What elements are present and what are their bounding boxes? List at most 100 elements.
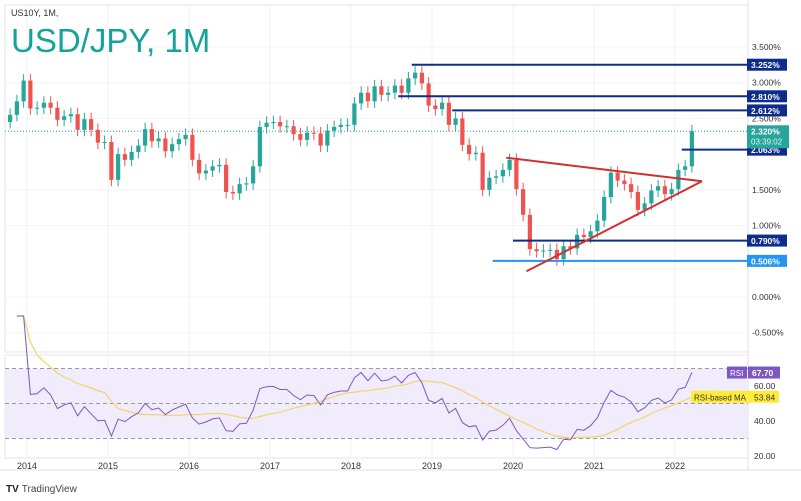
candle-body	[149, 129, 154, 142]
candle-body	[548, 249, 553, 251]
candle-body	[365, 92, 370, 102]
candle-body	[440, 102, 445, 110]
candle-body	[602, 196, 607, 221]
candle-body	[467, 144, 472, 155]
brand-text: TradingView	[21, 484, 77, 495]
price-tick-label: 0.000%	[752, 292, 781, 302]
candle-body	[48, 102, 53, 108]
candle-body	[500, 169, 505, 177]
candle-body	[224, 164, 229, 192]
time-tick-label: 2019	[422, 461, 442, 471]
candle-body	[203, 170, 208, 174]
candle-body	[163, 138, 168, 152]
candle-body	[521, 189, 526, 215]
candle-body	[230, 191, 235, 194]
candle-body	[75, 114, 80, 130]
candle-body	[28, 80, 33, 109]
candle-body	[642, 203, 647, 210]
candle-body	[669, 189, 674, 195]
candle-body	[386, 92, 391, 95]
candle-body	[143, 129, 148, 146]
level-price-label: 2.063%	[751, 145, 780, 155]
candle-body	[656, 186, 661, 191]
candle-body	[629, 184, 634, 192]
candle-body	[311, 132, 316, 134]
candle-body	[14, 101, 19, 115]
candle-body	[318, 133, 323, 146]
rsi-ma-badge	[691, 390, 779, 403]
candle-body	[176, 139, 181, 145]
candle-body	[170, 144, 175, 152]
candle-body	[527, 214, 532, 250]
rsi-tick-label: 60.00	[754, 381, 776, 391]
candle-body	[426, 83, 431, 106]
bar-countdown: 03:39:02	[751, 137, 783, 146]
candle-body	[21, 80, 26, 102]
current-price-label: 2.320%	[751, 126, 780, 136]
time-tick-label: 2017	[260, 461, 280, 471]
candle-body	[372, 86, 377, 102]
candle-body	[615, 172, 620, 181]
candle-body	[197, 159, 202, 174]
candle-body	[588, 231, 593, 237]
level-price-badge	[747, 234, 787, 247]
candle-body	[622, 180, 627, 185]
candle-body	[284, 126, 289, 128]
candle-body	[156, 138, 161, 142]
candle-body	[129, 151, 134, 160]
candle-body	[554, 249, 559, 260]
rsi-ma-name-label: RSI-based MA	[694, 393, 747, 402]
rsi-name-badge	[727, 366, 747, 379]
candle-body	[237, 184, 242, 194]
candle-body	[379, 86, 384, 95]
candle-body	[82, 119, 87, 130]
level-price-badge	[747, 90, 787, 103]
price-tick-label: 3.500%	[752, 42, 781, 52]
candle-body	[635, 191, 640, 210]
candle-body	[305, 132, 310, 140]
candle-body	[662, 186, 667, 195]
candle-body	[136, 145, 141, 152]
candle-body	[507, 159, 512, 170]
time-tick-label: 2014	[17, 461, 37, 471]
candle-body	[608, 172, 613, 197]
candle-body	[413, 72, 418, 79]
candle-body	[183, 134, 188, 140]
tradingview-logo[interactable]: TV TradingView	[6, 484, 77, 495]
time-tick-label: 2018	[341, 461, 361, 471]
candle-body	[102, 141, 107, 143]
candle-body	[406, 78, 411, 93]
level-price-label: 3.252%	[751, 60, 780, 70]
candle-body	[89, 119, 94, 130]
candle-body	[359, 92, 364, 104]
level-price-badge	[747, 58, 787, 71]
level-price-label: 2.612%	[751, 106, 780, 116]
candle-body	[55, 107, 60, 120]
candle-body	[487, 177, 492, 190]
rsi-ma-line	[16, 315, 693, 439]
price-tick-label: 2.500%	[752, 113, 781, 123]
candle-body	[271, 121, 276, 123]
candle-body	[8, 114, 13, 122]
candle-body	[534, 249, 539, 252]
rsi-line	[16, 315, 693, 451]
candle-body	[332, 126, 337, 131]
level-price-badge	[747, 254, 787, 267]
candle-body	[264, 122, 269, 127]
candle-body	[210, 166, 215, 171]
level-price-label: 0.790%	[751, 236, 780, 246]
triangle-trendline	[506, 156, 703, 183]
price-tick-label: 1.500%	[752, 185, 781, 195]
current-price-badge	[747, 125, 789, 149]
time-tick-label: 2015	[98, 461, 118, 471]
candle-body	[217, 164, 222, 167]
candle-body	[109, 141, 114, 180]
time-tick-label: 2021	[584, 461, 604, 471]
candle-body	[473, 152, 478, 155]
tv-logo-icon: TV	[6, 484, 19, 495]
candle-body	[453, 118, 458, 125]
candle-body	[392, 85, 397, 93]
candle-body	[433, 105, 438, 110]
